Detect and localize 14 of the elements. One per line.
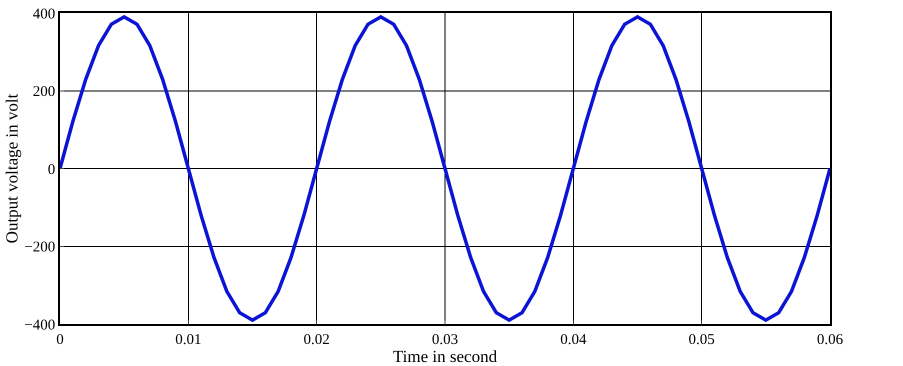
x-tick-label: 0.03 xyxy=(432,332,458,348)
x-axis-title: Time in second xyxy=(392,347,498,366)
x-tick-label: 0.06 xyxy=(816,332,844,348)
x-tick-label: 0.05 xyxy=(688,332,715,348)
line-series xyxy=(60,15,830,322)
y-tick-label: 0 xyxy=(48,162,56,178)
x-tick-label: 0.04 xyxy=(560,332,587,348)
y-axis-title: Output voltage in volt xyxy=(2,93,22,244)
y-tick-label: 400 xyxy=(32,6,56,22)
x-tick-label: 0.01 xyxy=(175,332,202,348)
y-tick-label: −200 xyxy=(24,240,56,256)
x-tick-label: 0.02 xyxy=(304,332,330,348)
y-tick-label: −400 xyxy=(24,317,56,334)
y-tick-label: 200 xyxy=(32,84,56,100)
